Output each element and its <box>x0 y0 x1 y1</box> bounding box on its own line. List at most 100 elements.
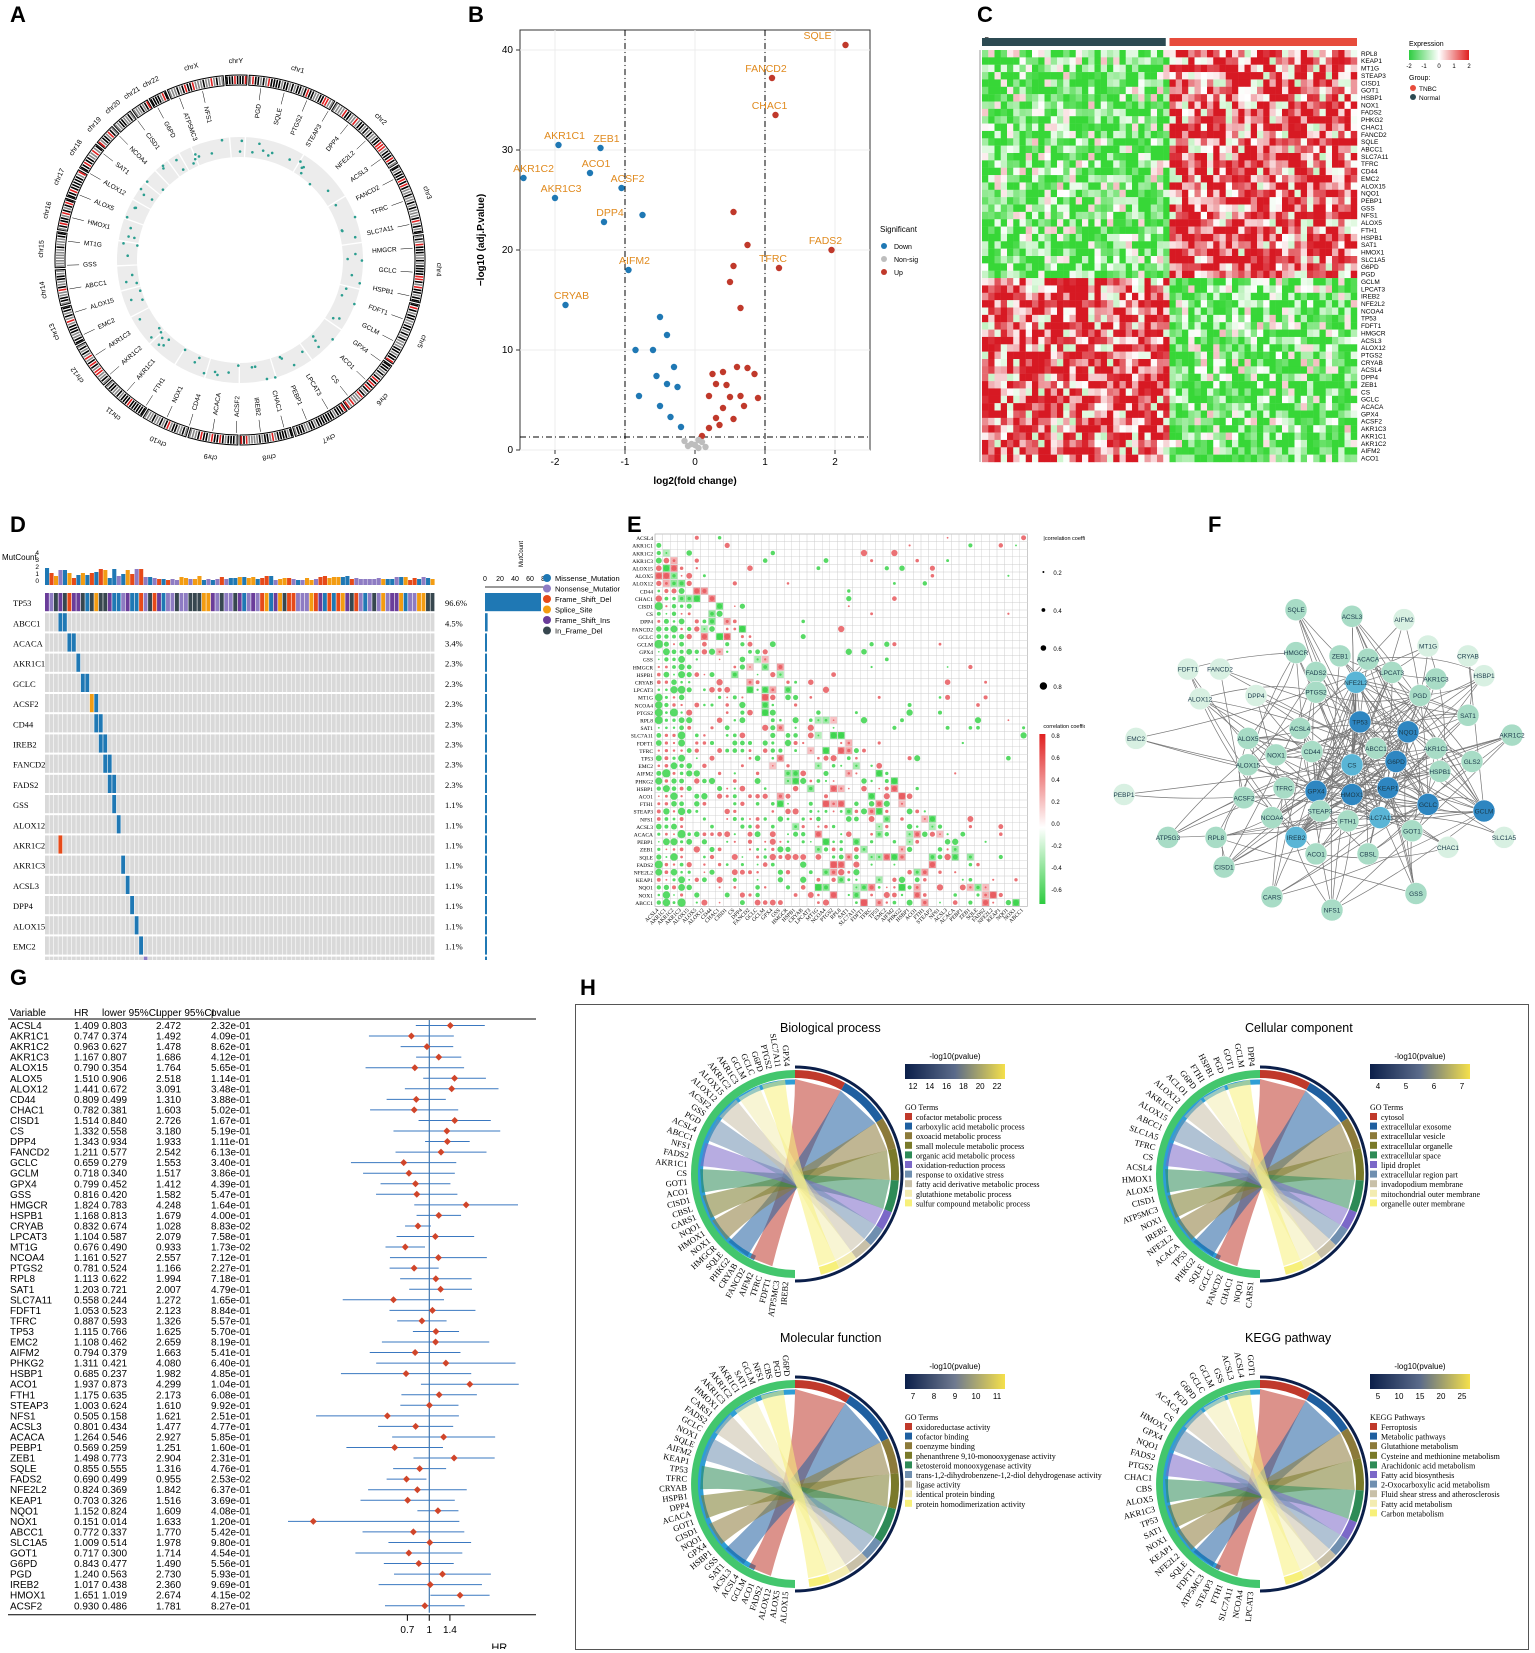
mutation-cell <box>403 694 408 713</box>
heatmap-cell <box>1088 351 1095 360</box>
heatmap-cell <box>1082 50 1089 58</box>
heatmap-cell <box>1175 432 1183 441</box>
heatmap-cell <box>1275 79 1283 87</box>
mutation-cell <box>336 694 341 713</box>
chromosome-stripe <box>414 280 423 284</box>
mutation-cell <box>188 673 193 692</box>
heatmap-cell <box>1019 263 1026 271</box>
heatmap-cell <box>1313 197 1320 205</box>
heatmap-cell <box>1038 50 1045 58</box>
heatmap-cell <box>1138 211 1145 220</box>
mutation-cell <box>246 593 251 612</box>
gene-label: PTGS2 <box>290 114 305 137</box>
chromosome-stripe <box>196 80 201 89</box>
mutation-cell <box>201 673 206 692</box>
heatmap-cell <box>1063 344 1070 352</box>
row-label: GOT1 <box>1361 88 1379 95</box>
heatmap-cell <box>988 160 995 168</box>
chromosome-stripe <box>400 185 409 191</box>
heatmap-cell <box>1269 270 1276 279</box>
heatmap-cell <box>1063 86 1070 95</box>
heatmap-cell <box>1225 329 1233 338</box>
heatmap-cell <box>988 108 995 117</box>
heatmap-cell <box>1107 116 1114 124</box>
panel-label-h: H <box>580 975 596 1000</box>
heatmap-cell <box>1344 263 1351 271</box>
heatmap-cell <box>1000 64 1008 73</box>
heatmap-cell <box>1319 256 1326 264</box>
heatmap-cell <box>1225 101 1233 110</box>
heatmap-cell <box>1250 336 1258 345</box>
chromosome-stripe <box>122 117 130 125</box>
chromosome-stripe <box>357 123 365 131</box>
mutation-cell <box>260 653 265 672</box>
heatmap-cell <box>1275 204 1283 213</box>
heatmap-cell <box>1288 130 1295 139</box>
heatmap-cell <box>994 263 1001 271</box>
heatmap-cell <box>1075 72 1083 80</box>
inner-track <box>150 330 186 365</box>
mutcount-bar <box>273 580 278 585</box>
heatmap-cell <box>1125 233 1133 242</box>
heatmap-cell <box>1325 270 1333 279</box>
heatmap-cell <box>1163 182 1170 190</box>
mutcount-bar <box>103 570 108 585</box>
heatmap-cell <box>1294 79 1301 87</box>
gene-tick <box>145 395 153 406</box>
heatmap-cell <box>1275 278 1283 286</box>
heatmap-cell <box>1050 138 1058 146</box>
heatmap-cell <box>1057 211 1064 220</box>
heatmap-cell <box>1338 366 1345 374</box>
heatmap-cell <box>1107 359 1114 367</box>
heatmap-cell <box>1050 432 1058 441</box>
heatmap-cell <box>1000 270 1008 279</box>
chromosome-stripe <box>116 122 124 130</box>
heatmap-cell <box>1082 359 1089 367</box>
heatmap-cell <box>982 322 989 330</box>
track-dot <box>253 365 257 369</box>
chromosome-label: chr13 <box>48 322 61 341</box>
mutation-cell <box>417 613 421 632</box>
heatmap-cell <box>1069 108 1076 117</box>
heatmap-cell <box>1294 248 1301 257</box>
heatmap-cell <box>1125 403 1133 411</box>
chromosome-stripe <box>367 379 375 387</box>
row-label: SLC7A11 <box>1361 154 1389 161</box>
heatmap-cell <box>1000 351 1008 360</box>
mutation-cell <box>322 633 327 652</box>
mutation-cell <box>349 633 354 652</box>
heatmap-cell <box>1207 197 1214 205</box>
gene-tick <box>391 201 403 206</box>
point-label: ACSF2 <box>611 173 645 185</box>
heatmap-cell <box>1144 211 1151 220</box>
heatmap-cell <box>1332 314 1339 323</box>
heatmap-cell <box>1194 314 1201 323</box>
chromosome-stripe <box>183 84 188 93</box>
heatmap-cell <box>994 248 1001 257</box>
heatmap-cell <box>1238 439 1245 448</box>
heatmap-cell <box>1182 263 1189 271</box>
heatmap-cell <box>1069 344 1076 352</box>
heatmap-cell <box>982 256 989 264</box>
heatmap-cell <box>1100 138 1108 146</box>
heatmap-cell <box>1332 226 1339 235</box>
heatmap-cell <box>1013 57 1020 65</box>
heatmap-cell <box>1057 123 1064 132</box>
heatmap-cell <box>1219 101 1226 110</box>
heatmap-cell <box>1219 256 1226 264</box>
heatmap-cell <box>1350 175 1358 183</box>
heatmap-cell <box>1207 226 1214 235</box>
heatmap-cell <box>1107 329 1114 338</box>
chromosome-stripe <box>412 222 421 226</box>
heatmap-cell <box>1332 373 1339 382</box>
heatmap-cell <box>1282 292 1289 301</box>
heatmap-cell <box>1200 292 1208 301</box>
heatmap-cell <box>1250 79 1258 87</box>
heatmap-cell <box>1082 270 1089 279</box>
heatmap-cell <box>1094 447 1101 455</box>
gene-tick <box>382 179 394 186</box>
mutation-cell <box>116 593 121 612</box>
mutation-cell <box>188 694 193 713</box>
heatmap-cell <box>1288 417 1295 426</box>
point-label: AIFM2 <box>619 255 650 267</box>
